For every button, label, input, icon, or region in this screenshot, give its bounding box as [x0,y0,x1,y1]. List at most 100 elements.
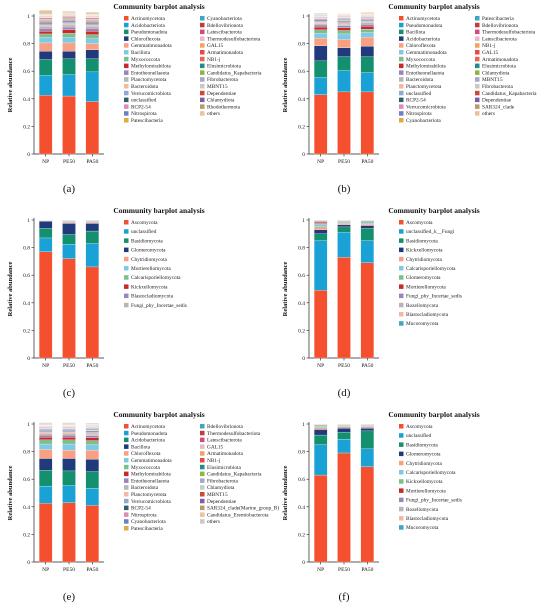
legend-item: unclassified [399,432,432,439]
bar-segment [85,437,99,441]
legend-item: Gemmatimonadota [124,458,172,464]
bar-segment [39,24,53,27]
bar-segment [337,56,351,71]
bar-segment [62,24,76,28]
legend-swatch [200,492,205,497]
legend-swatch [399,293,404,299]
legend-item: Bacillota [399,30,426,36]
bar-segment [62,37,76,44]
legend-label: Calcarisporiellomycota [406,470,456,476]
x-tick-label: PE50 [338,159,350,165]
bar-segment [85,423,99,425]
legend-label: Planctomycetota [406,84,442,90]
legend-swatch [200,485,205,490]
legend-label: unclassified [131,228,157,235]
legend-swatch [475,97,480,103]
legend-swatch [124,444,129,449]
legend-swatch [399,220,404,225]
legend-label: Cyanobacteriota [406,118,441,124]
legend-item: Latescibacterota [200,437,242,444]
y-tick-label: 0 [302,356,305,362]
x-tick-label: PE50 [338,567,350,573]
legend-item: Gemmatimonadota [399,50,447,56]
legend-label: Fungi_phy_Incertae_sedis [131,303,187,309]
legend-item: Patescibacteria [475,16,514,22]
bar-segment [62,223,76,235]
legend-label: Myxococcota [406,57,435,63]
bar-segment [39,75,53,96]
y-tick-label: 1 [302,14,305,20]
legend-item: Rhodothermota [200,104,241,110]
bar-segment [62,26,76,30]
bar-segment [62,95,76,155]
legend-label: Actinomycetota [131,424,165,430]
panel-d: Community barplot analysis Relative abund… [282,206,480,399]
panel-c: Community barplot analysis Relative abund… [7,206,205,399]
legend-item: Candidatus_Kapabacteria [200,70,262,76]
bar-segment [314,240,328,291]
x-tick-label: PE50 [63,159,75,165]
bar-segment [62,42,76,52]
legend-label: Basidiomycota [406,238,438,244]
legend-item: Cyanobacteriota [399,118,441,124]
bar-segment [85,444,99,451]
legend-label: Acidobacteriota [131,23,165,29]
legend-swatch [475,77,480,82]
legend-label: Candidatus_Kapabacteria [207,70,262,76]
bar-segment [314,427,328,430]
legend-label: Calcarisporiellomycota [131,275,181,281]
y-tick-label: 0.2 [298,328,305,334]
legend-label: Armatimonadota [482,57,519,63]
y-tick-label: 0.2 [23,532,30,538]
panel-e: Community barplot analysis Relative abund… [7,410,279,603]
legend-swatch [124,16,129,21]
legend-swatch [200,458,205,463]
legend-item: Actinomycetota [124,424,165,430]
legend-item: Mortierellomycota [124,266,171,272]
y-tick-label: 0.8 [298,450,305,456]
legend-item: Nitrospirota [124,512,157,518]
bar-segment [39,37,53,44]
legend-label: Mortierellomycota [406,284,446,290]
y-tick-label: 0.2 [298,532,305,538]
bar-segment [360,26,374,30]
y-axis-label: Relative abundance [282,58,289,113]
legend-item: Acidobacteriota [399,36,440,42]
legend-item: Mortierellomycota [399,284,446,290]
legend-swatch [475,84,480,89]
legend-label: Methylomirabilota [131,64,171,70]
legend-swatch [399,29,404,35]
legend-label: Glomeromycota [406,452,441,458]
x-tick-label: PA50 [86,159,98,165]
legend-swatch [475,43,480,48]
bar-segment [85,471,99,489]
y-tick-label: 1 [27,14,30,20]
legend-item: Latescibacterota [475,36,517,42]
legend-label: others [207,519,220,525]
legend-swatch [475,29,480,35]
legend-label: Armatimonadota [207,451,244,457]
panel-label: (a) [63,183,76,195]
bar-segment [314,434,328,445]
bar-segment [39,22,53,24]
bar-segment [62,458,76,472]
bar-segment [337,22,351,25]
legend-item: Methylomirabilota [124,63,171,70]
legend-item: Acidobacteriota [124,437,165,444]
legend-item: Chytridiomycota [399,256,443,263]
y-axis-label: Relative abundance [7,466,14,521]
y-tick-label: 0 [302,152,305,158]
legend-item: RCP2-54 [399,97,426,104]
bar-segment [337,27,351,31]
legend-label: Chloroflexota [131,35,161,42]
legend-swatch [124,256,129,262]
legend-label: Planctomycetota [131,77,167,83]
bar-segment [39,430,53,433]
legend-swatch [124,84,129,89]
legend-item: Chlamydiota [475,70,510,76]
legend-label: Methylomirabilota [131,472,171,478]
legend-item: Chytridiomycota [124,256,168,263]
legend-label: Bacillota [131,444,151,450]
legend-item: Basidiomycota [399,442,438,448]
